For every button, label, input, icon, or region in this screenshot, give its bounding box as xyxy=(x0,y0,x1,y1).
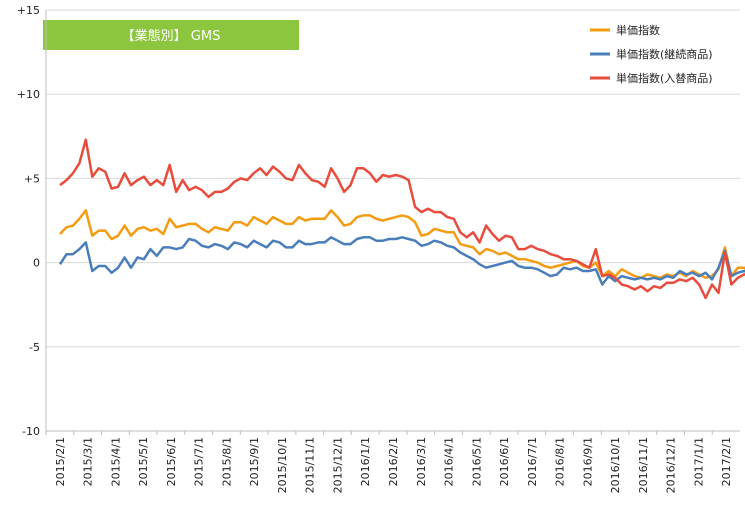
x-tick-label: 2015/12/1 xyxy=(331,437,344,493)
x-tick-label: 2015/6/1 xyxy=(165,437,178,486)
x-tick-label: 2015/3/1 xyxy=(82,437,95,486)
x-tick-label: 2015/2/1 xyxy=(54,437,67,486)
x-tick-label: 2015/4/1 xyxy=(109,437,122,486)
legend-label-1: 単価指数(継続商品) xyxy=(616,47,713,61)
x-tick-label: 2016/10/1 xyxy=(609,437,622,493)
series-line-0 xyxy=(59,209,745,280)
y-tick-label: -5 xyxy=(29,341,40,354)
series-line-2 xyxy=(59,138,745,300)
x-tick-label: 2016/9/1 xyxy=(581,437,594,486)
x-tick-label: 2015/10/1 xyxy=(276,437,289,493)
y-tick-label: +15 xyxy=(17,4,40,17)
x-tick-label: 2016/7/1 xyxy=(526,437,539,486)
x-tick-label: 2016/8/1 xyxy=(554,437,567,486)
legend-label-0: 単価指数 xyxy=(616,23,660,37)
x-tick-label: 2016/6/1 xyxy=(498,437,511,486)
chart-title: 【業態別】 GMS xyxy=(122,28,221,44)
x-tick-label: 2016/2/1 xyxy=(387,437,400,486)
x-tick-label: 2015/9/1 xyxy=(248,437,261,486)
x-tick-label: 2015/8/1 xyxy=(220,437,233,486)
series-layer xyxy=(58,138,745,300)
legend-label-2: 単価指数(入替商品) xyxy=(616,71,713,85)
title-banner xyxy=(43,20,299,50)
x-tick-label: 2016/5/1 xyxy=(470,437,483,486)
x-tick-label: 2017/1/1 xyxy=(692,437,705,486)
x-tick-label: 2016/12/1 xyxy=(665,437,678,493)
axes: +15 +10 +5 0 -5 -10 2015/2/1 2015/3/1 2015/4/1 20… xyxy=(17,4,740,493)
y-tick-label: +10 xyxy=(17,88,40,101)
x-tick-label: 2015/5/1 xyxy=(137,437,150,486)
x-tick-label: 2016/4/1 xyxy=(443,437,456,486)
y-tick-label: -10 xyxy=(22,425,40,438)
x-tick-label: 2015/7/1 xyxy=(193,437,206,486)
series-line-1 xyxy=(58,236,745,286)
y-tick-label: 0 xyxy=(33,257,40,270)
x-tick-label: 2017/2/1 xyxy=(720,437,733,486)
x-tick-label: 2016/1/1 xyxy=(359,437,372,486)
x-tick-label: 2016/11/1 xyxy=(637,437,650,493)
x-tick-label: 2015/11/1 xyxy=(304,437,317,493)
y-tick-label: +5 xyxy=(24,172,40,185)
x-tick-label: 2016/3/1 xyxy=(415,437,428,486)
